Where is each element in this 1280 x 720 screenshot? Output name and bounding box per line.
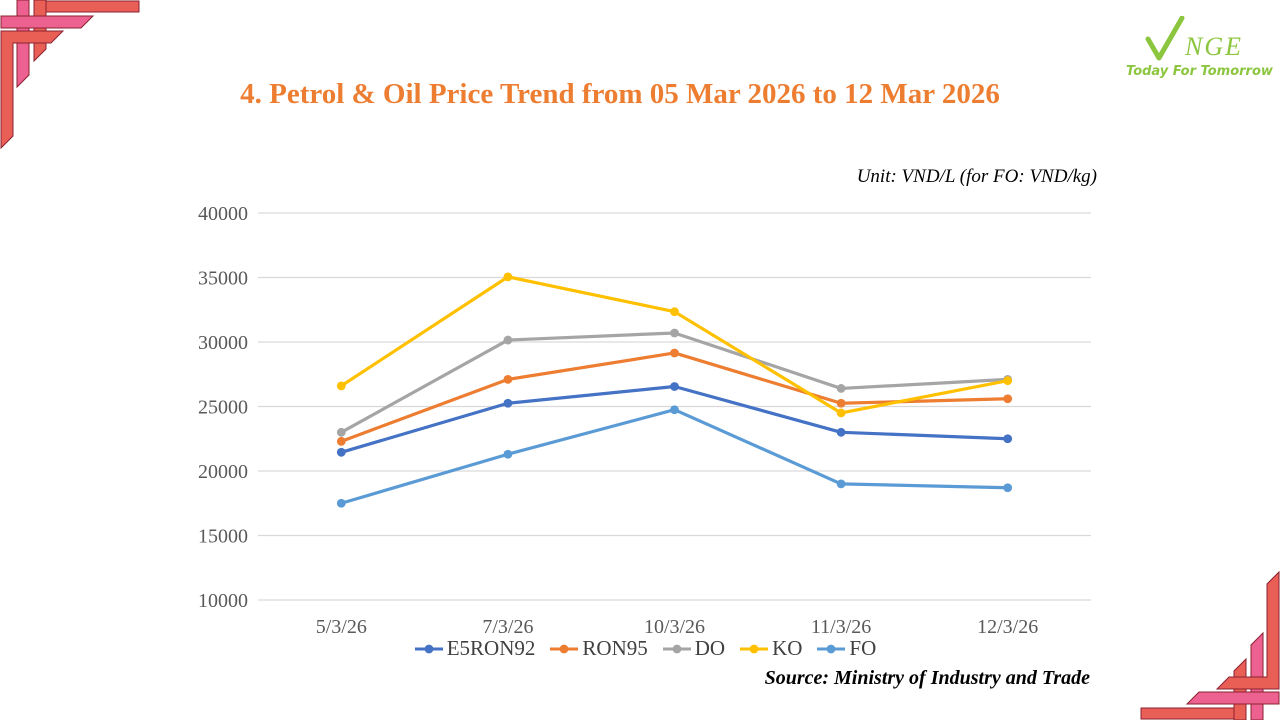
data-point-FO-5/3/26 xyxy=(336,498,346,508)
y-tick-label: 10000 xyxy=(198,590,248,612)
corner-ornament-bottom-right xyxy=(1140,570,1280,720)
y-tick-label: 35000 xyxy=(198,268,248,290)
data-point-FO-10/3/26 xyxy=(670,405,679,415)
data-point-FO-7/3/26 xyxy=(503,449,513,459)
brand-tagline: Today For Tomorrow xyxy=(1126,64,1273,79)
data-point-DO-5/3/26 xyxy=(336,427,346,437)
x-tick-label: 7/3/26 xyxy=(482,616,533,638)
legend-marker-icon xyxy=(550,644,579,653)
data-point-DO-11/3/26 xyxy=(836,384,846,393)
ornament-bar xyxy=(0,30,65,150)
legend-label: DO xyxy=(694,636,726,660)
data-point-RON95-5/3/26 xyxy=(336,436,346,446)
data-point-RON95-7/3/26 xyxy=(503,375,513,384)
x-tick-label: 11/3/26 xyxy=(811,616,871,638)
data-point-KO-10/3/26 xyxy=(670,307,679,317)
series-line-RON95 xyxy=(339,351,1010,443)
series-line-KO xyxy=(339,275,1010,415)
line-chart: 40000 35000 30000 25000 20000 15000 10000 5/3/2… xyxy=(190,200,1100,655)
legend-item-E5RON92: E5RON92 xyxy=(414,636,536,661)
ornament-bar xyxy=(0,15,95,29)
legend-item-RON95: RON95 xyxy=(549,636,648,661)
legend-marker-icon xyxy=(662,644,691,653)
data-point-FO-12/3/26 xyxy=(1003,483,1013,493)
data-point-E5RON92-11/3/26 xyxy=(836,427,846,437)
brand-name: NGE xyxy=(1185,32,1243,61)
x-tick-label: 12/3/26 xyxy=(977,616,1038,638)
ornament-bar xyxy=(36,0,140,13)
legend-item-KO: KO xyxy=(739,636,802,661)
data-point-KO-7/3/26 xyxy=(503,272,513,282)
data-point-RON95-11/3/26 xyxy=(836,398,846,408)
data-point-E5RON92-7/3/26 xyxy=(503,398,513,408)
legend-item-FO: FO xyxy=(816,636,876,661)
ornament-bar xyxy=(1215,570,1280,690)
data-point-FO-11/3/26 xyxy=(836,479,846,489)
data-point-E5RON92-5/3/26 xyxy=(336,447,346,457)
ornament-bar xyxy=(1140,707,1244,720)
y-tick-label: 25000 xyxy=(198,397,248,419)
source-note: Source: Ministry of Industry and Trade xyxy=(764,667,1090,689)
data-point-KO-11/3/26 xyxy=(836,408,846,418)
legend-label: FO xyxy=(849,636,877,660)
legend-marker-icon xyxy=(740,644,769,653)
data-point-DO-10/3/26 xyxy=(670,328,679,338)
legend-label: KO xyxy=(772,636,803,660)
data-point-RON95-12/3/26 xyxy=(1003,394,1013,404)
data-point-KO-12/3/26 xyxy=(1003,376,1013,386)
y-tick-label: 40000 xyxy=(198,203,248,225)
legend-label: RON95 xyxy=(582,636,648,660)
data-point-RON95-10/3/26 xyxy=(670,348,679,358)
y-tick-label: 15000 xyxy=(198,526,248,548)
legend-label: E5RON92 xyxy=(446,636,536,660)
data-point-E5RON92-12/3/26 xyxy=(1003,434,1013,444)
data-point-E5RON92-10/3/26 xyxy=(670,382,679,391)
unit-note: Unit: VND/L (for FO: VND/kg) xyxy=(856,166,1097,187)
chart-legend: E5RON92 RON95 DO KO FO xyxy=(190,636,1100,661)
chart-canvas: 40000 35000 30000 25000 20000 15000 10000 5/3/2… xyxy=(198,203,1091,638)
y-tick-label: 30000 xyxy=(198,332,248,354)
data-point-DO-7/3/26 xyxy=(503,335,513,345)
x-tick-label: 10/3/26 xyxy=(644,616,705,638)
corner-ornament-top-left xyxy=(0,0,140,150)
data-point-KO-5/3/26 xyxy=(336,381,346,391)
page-title: 4. Petrol & Oil Price Trend from 05 Mar … xyxy=(240,78,1000,110)
legend-item-DO: DO xyxy=(662,636,725,661)
series-line-E5RON92 xyxy=(339,384,1010,454)
ornament-bar xyxy=(1185,691,1280,705)
legend-marker-icon xyxy=(414,644,443,653)
brand-logo: NGE Today For Tomorrow xyxy=(1126,14,1273,79)
brand-checkmark-icon xyxy=(1145,16,1185,61)
legend-marker-icon xyxy=(817,644,846,653)
y-tick-label: 20000 xyxy=(198,461,248,483)
x-tick-label: 5/3/26 xyxy=(316,616,367,638)
